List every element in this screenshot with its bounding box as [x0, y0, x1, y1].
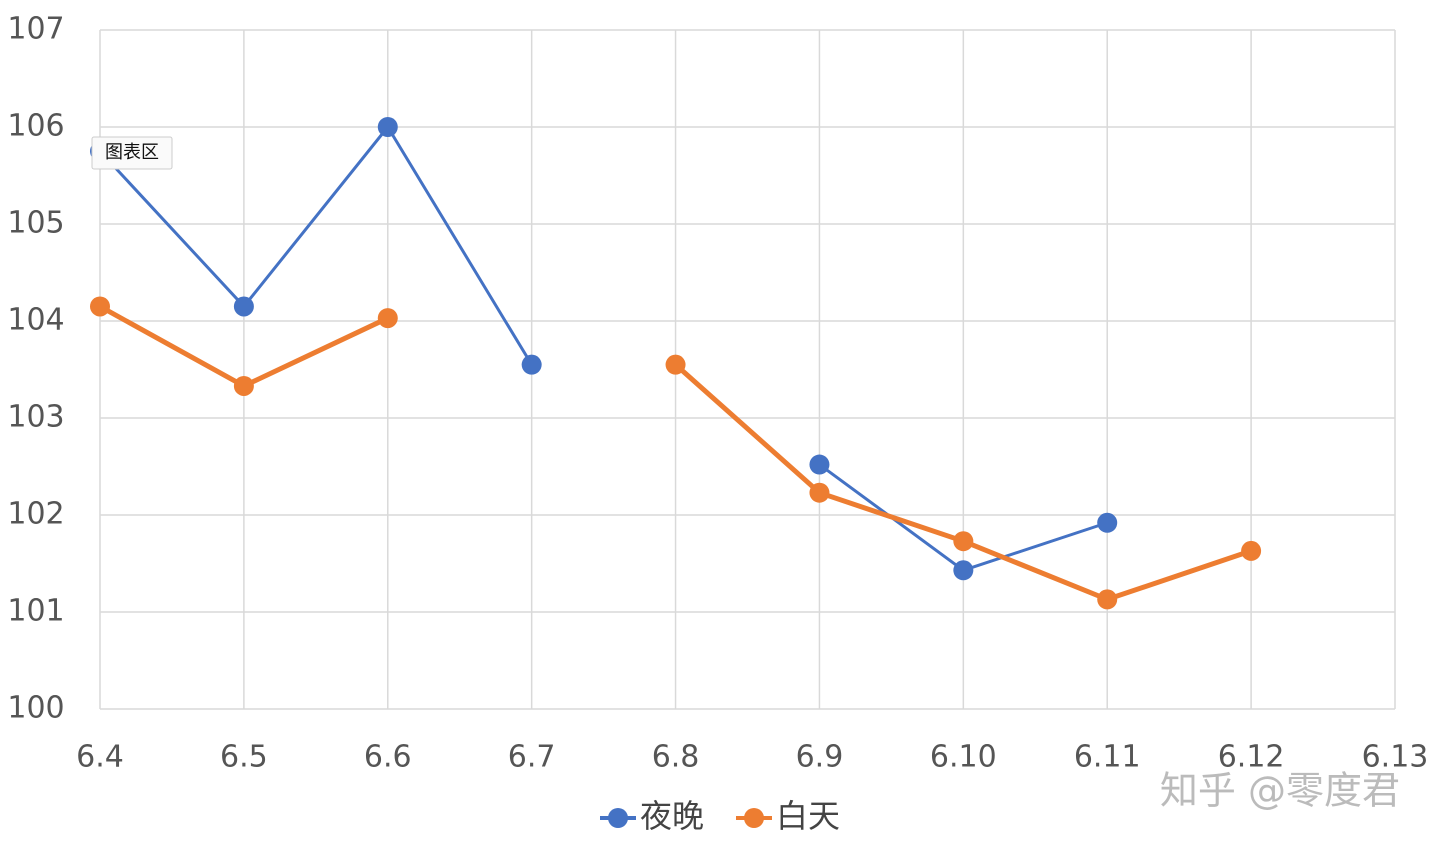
y-tick-label: 106 [7, 109, 64, 144]
legend-marker [744, 808, 764, 828]
point [90, 296, 110, 317]
x-tick-label: 6.5 [220, 740, 268, 775]
x-tick-label: 6.10 [930, 740, 997, 775]
point [377, 117, 398, 137]
point [233, 296, 254, 317]
x-tick-label: 6.6 [364, 740, 412, 775]
x-tick-label: 6.12 [1218, 740, 1285, 775]
x-tick-label: 6.7 [508, 740, 556, 775]
x-tick-label: 6.4 [76, 740, 124, 775]
x-tick-label: 6.8 [652, 740, 700, 775]
watermark: 知乎 @零度君 [1160, 769, 1400, 813]
point [1097, 589, 1118, 610]
tooltip: 图表区 [105, 142, 159, 163]
series-line [98, 124, 1108, 572]
point [233, 375, 254, 396]
legend-label: 夜晚 [640, 797, 704, 835]
point [809, 482, 830, 503]
point [521, 354, 542, 375]
x-tick-label: 6.11 [1074, 740, 1141, 775]
point [1241, 540, 1262, 561]
point [1097, 512, 1118, 533]
y-tick-label: 104 [7, 303, 64, 338]
tooltip-box [91, 136, 173, 170]
legend-label: 白天 [776, 797, 840, 835]
legend-marker [608, 808, 628, 828]
y-tick-label: 103 [7, 400, 64, 435]
x-tick-label: 6.13 [1362, 740, 1429, 775]
point [377, 308, 398, 329]
grid: 100 101 102 103 104 105 106 107 6.4 6.5 6.6 6.7 6.8 6… [7, 12, 1428, 775]
plot [90, 117, 1262, 610]
point [953, 531, 974, 552]
point [665, 354, 686, 375]
y-tick-label: 101 [7, 594, 64, 629]
y-tick-label: 105 [7, 206, 64, 241]
y-tick-label: 102 [7, 497, 64, 532]
y-tick-label: 107 [7, 12, 64, 47]
point [809, 454, 830, 475]
point [953, 560, 974, 581]
y-tick-label: 100 [7, 691, 64, 726]
x-tick-label: 6.9 [796, 740, 844, 775]
